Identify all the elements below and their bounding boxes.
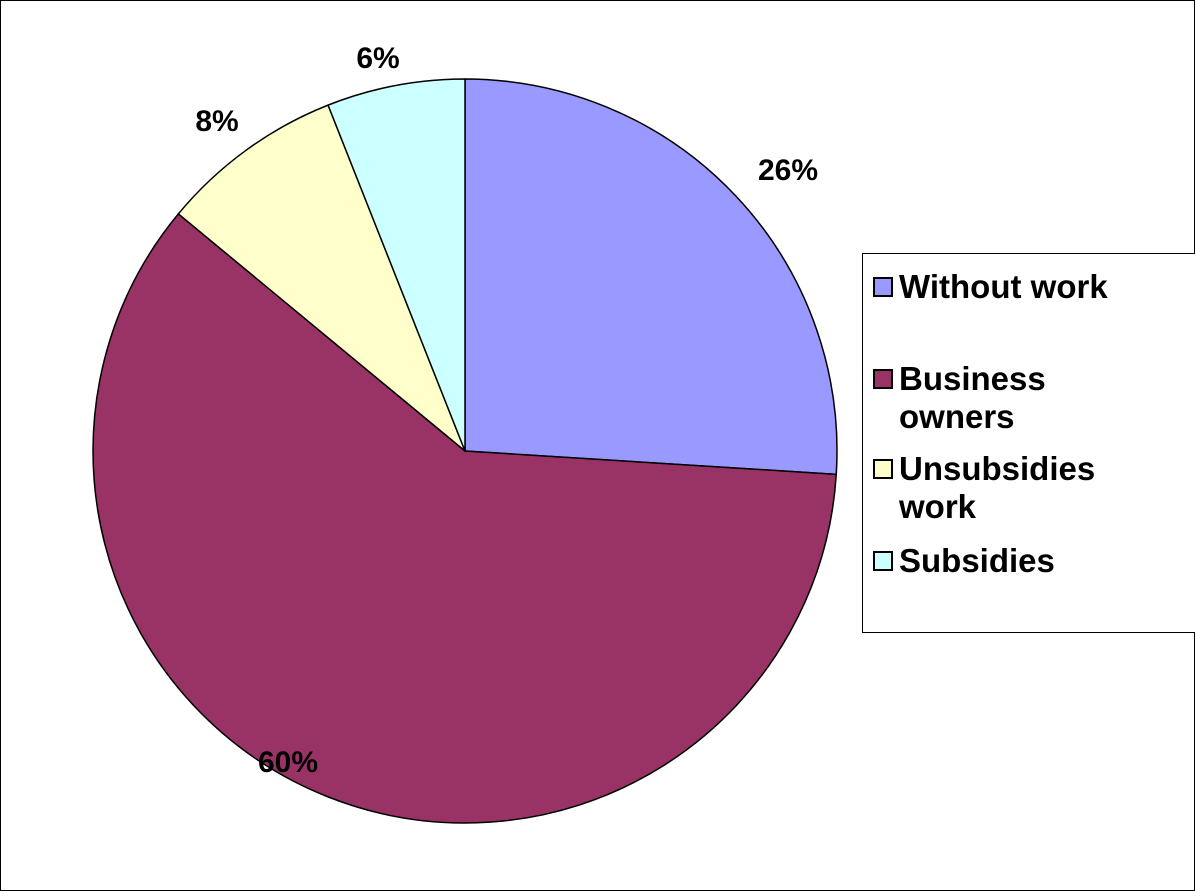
- data-label-unsubsidies-work: 8%: [195, 105, 238, 138]
- legend-item-business-owners: Business owners: [873, 360, 1089, 436]
- legend-item-without-work: Without work: [873, 268, 1169, 306]
- legend-item-unsubsidies-work: Unsubsidies work: [873, 450, 1109, 526]
- pie-slice-business-owners: [92, 213, 838, 824]
- legend: Without work Business owners Unsubsidies…: [862, 253, 1195, 633]
- legend-label-unsubsidies-work: Unsubsidies work: [899, 450, 1096, 525]
- data-label-subsidies: 6%: [356, 42, 399, 75]
- legend-label-without-work: Without work: [899, 268, 1108, 305]
- pie-slice-without-work: [464, 78, 838, 476]
- legend-swatch-without-work: [873, 277, 893, 297]
- pie-slice-subsidies: [327, 78, 466, 452]
- legend-swatch-subsidies: [873, 551, 893, 571]
- pie-slice-unsubsidies-work: [177, 104, 466, 452]
- legend-swatch-unsubsidies-work: [873, 459, 893, 479]
- legend-swatch-business-owners: [873, 369, 893, 389]
- legend-label-business-owners: Business owners: [899, 360, 1046, 435]
- legend-item-subsidies: Subsidies: [873, 542, 1169, 580]
- legend-label-subsidies: Subsidies: [899, 542, 1055, 579]
- data-label-business-owners: 60%: [258, 746, 318, 779]
- data-label-without-work: 26%: [758, 154, 818, 187]
